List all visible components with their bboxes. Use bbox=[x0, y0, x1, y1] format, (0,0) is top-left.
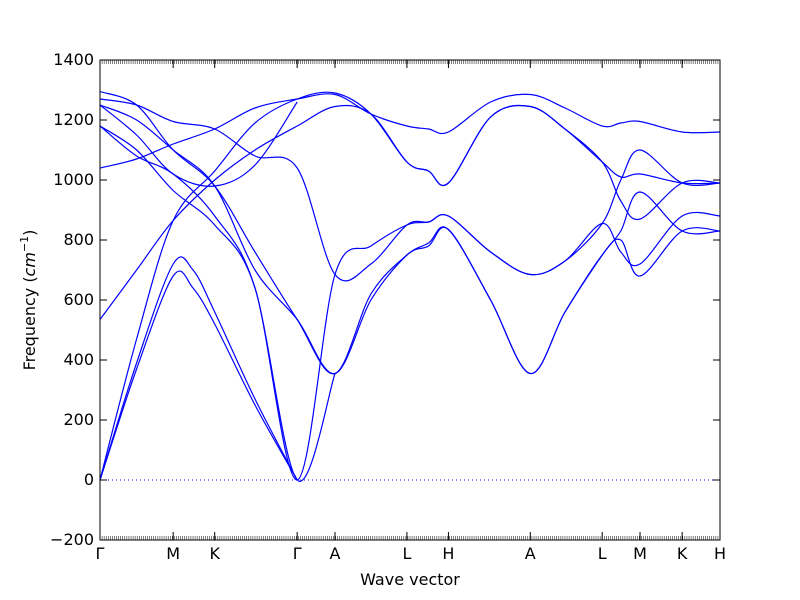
x-tick-label: Γ bbox=[96, 544, 105, 563]
y-tick-label: 0 bbox=[84, 470, 94, 489]
x-tick-label: A bbox=[525, 544, 536, 563]
band-line-11 bbox=[99, 101, 298, 187]
x-tick-label: H bbox=[442, 544, 454, 563]
y-axis-label-close: ) bbox=[20, 230, 39, 236]
x-tick-label: M bbox=[166, 544, 180, 563]
band-line-8 bbox=[99, 90, 721, 375]
plot-frame bbox=[99, 59, 721, 541]
x-tick-label: M bbox=[633, 544, 647, 563]
y-tick-label: 400 bbox=[63, 350, 94, 369]
band-lines bbox=[99, 90, 721, 482]
y-tick-label: 600 bbox=[63, 290, 94, 309]
y-axis-label-text: Frequency ( bbox=[20, 276, 39, 370]
y-axis-ticks: −200 0 200 400 600 800 1000 1200 1400 bbox=[50, 50, 720, 549]
y-axis-label: Frequency (cm−1) bbox=[18, 230, 39, 371]
y-tick-label: 800 bbox=[63, 230, 94, 249]
y-tick-label: 1000 bbox=[53, 170, 94, 189]
band-line-2 bbox=[99, 256, 298, 481]
band-line-10 bbox=[99, 125, 336, 482]
x-tick-label: L bbox=[598, 544, 607, 563]
band-line-4 bbox=[99, 104, 721, 320]
band-line-1 bbox=[99, 270, 298, 481]
y-axis-label-exp: −1 bbox=[18, 236, 31, 252]
x-tick-label: K bbox=[677, 544, 688, 563]
y-tick-label: 200 bbox=[63, 410, 94, 429]
x-tick-label: L bbox=[402, 544, 411, 563]
y-tick-label: 1400 bbox=[53, 50, 94, 69]
band-line-9 bbox=[99, 125, 721, 481]
y-tick-label: 1200 bbox=[53, 110, 94, 129]
band-line-7 bbox=[99, 104, 721, 375]
x-tick-label: Γ bbox=[293, 544, 302, 563]
x-tick-label: A bbox=[330, 544, 341, 563]
x-axis-label: Wave vector bbox=[360, 570, 460, 589]
y-axis-label-unit: cm bbox=[20, 252, 39, 276]
x-tick-label: K bbox=[209, 544, 220, 563]
y-tick-label: −200 bbox=[50, 530, 94, 549]
x-tick-label: H bbox=[714, 544, 726, 563]
